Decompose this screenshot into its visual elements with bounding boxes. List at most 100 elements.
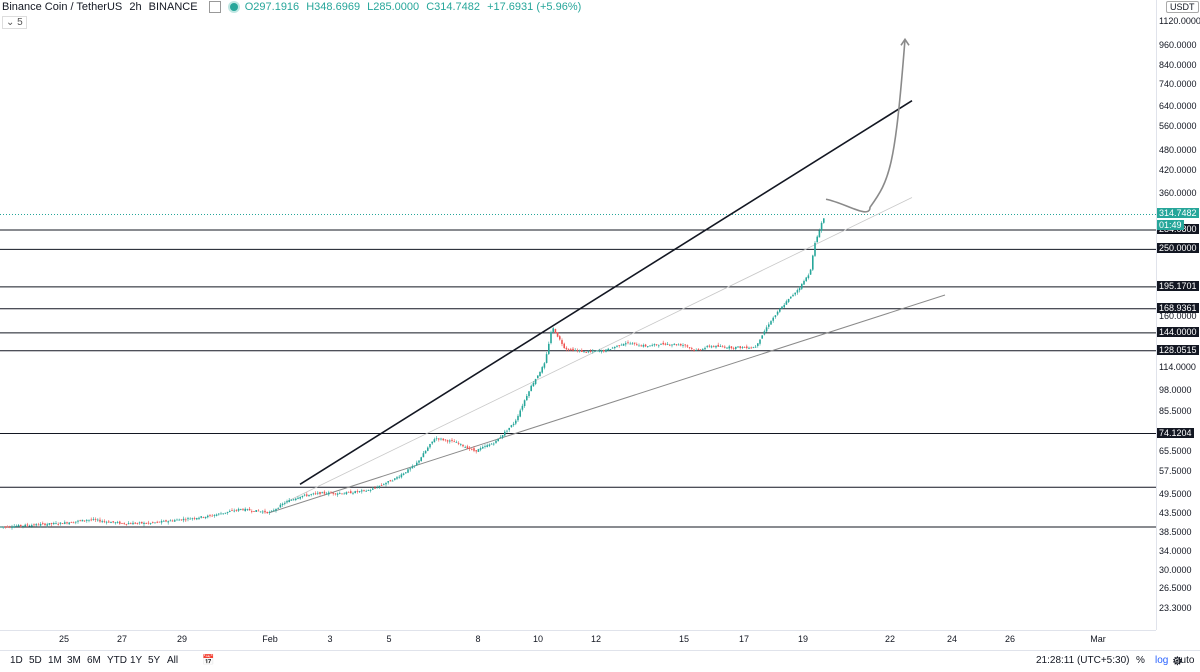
candle-body — [620, 344, 623, 346]
candle-body — [312, 493, 315, 495]
candle-body — [636, 344, 638, 346]
candle-body — [490, 443, 493, 445]
range-button-all[interactable]: All — [167, 655, 179, 666]
candle-body — [24, 524, 26, 527]
legend-symbol[interactable]: Binance Coin / TetherUS — [2, 1, 123, 13]
clock-readout[interactable]: 21:28:11 (UTC+5:30) — [1036, 655, 1130, 666]
candle-body — [273, 510, 275, 512]
candle-body — [508, 427, 510, 430]
candle-body — [325, 493, 328, 495]
level-price-tag: 74.1204 — [1157, 427, 1194, 438]
candle-body — [506, 430, 508, 432]
candle-body — [310, 494, 312, 496]
candle-body — [776, 311, 779, 315]
price-tick-label: 560.0000 — [1159, 121, 1197, 132]
projection-arrowhead — [900, 37, 910, 46]
range-button-1y[interactable]: 1Y — [130, 655, 143, 666]
candle-body — [682, 345, 684, 346]
candle-body — [473, 448, 475, 451]
candle-body — [53, 523, 55, 525]
candle-body — [220, 513, 222, 515]
percent-toggle[interactable]: % — [1136, 655, 1145, 666]
candle-body — [429, 444, 431, 448]
range-button-3m[interactable]: 3M — [67, 655, 81, 666]
candle-body — [770, 321, 772, 325]
candle-body — [563, 343, 565, 348]
time-tick-label: 22 — [884, 634, 896, 644]
candle-body — [644, 344, 647, 347]
currency-badge[interactable]: USDT — [1166, 1, 1199, 13]
candle-body — [138, 522, 141, 524]
candle-body — [486, 445, 488, 447]
candle-body — [550, 332, 552, 344]
candle-body — [468, 447, 471, 449]
candle-body — [28, 525, 31, 527]
candle-body — [202, 517, 205, 518]
candle-body — [405, 472, 407, 474]
candle-body — [453, 441, 455, 443]
range-button-5d[interactable]: 5D — [29, 655, 42, 666]
candle-body — [110, 522, 112, 524]
candle-body — [0, 526, 2, 528]
range-button-5y[interactable]: 5Y — [148, 655, 161, 666]
candle-body — [171, 520, 174, 522]
candle-body — [345, 492, 348, 495]
date-range-calendar-icon[interactable]: 📅 — [202, 655, 215, 666]
candle-body — [556, 332, 559, 337]
candle-body — [504, 431, 506, 436]
candle-body — [455, 442, 458, 443]
legend-interval[interactable]: 2h — [129, 1, 142, 13]
candle-body — [726, 347, 728, 349]
chart-area[interactable] — [0, 0, 1156, 630]
candle-body — [732, 347, 735, 349]
candle-body — [673, 343, 675, 345]
candle-body — [114, 522, 117, 524]
candle-body — [169, 520, 172, 522]
candle-body — [218, 513, 220, 515]
candle-body — [15, 525, 18, 527]
candle-body — [532, 383, 535, 387]
candle-body — [42, 523, 44, 525]
level-price-tag: 144.0000 — [1157, 326, 1199, 337]
chart-canvas[interactable] — [0, 0, 1156, 630]
candle-body — [156, 521, 158, 523]
candle-body — [103, 521, 106, 523]
candle-body — [352, 492, 354, 494]
range-button-ytd[interactable]: YTD — [107, 655, 127, 666]
candle-body — [805, 277, 807, 282]
candle-body — [530, 385, 532, 392]
candle-body — [545, 354, 548, 363]
hide-legend-icon[interactable] — [208, 1, 221, 14]
candle-body — [35, 524, 37, 526]
candle-body — [818, 230, 821, 238]
candle-body — [633, 342, 636, 344]
candle-body — [246, 509, 249, 510]
candle-body — [664, 343, 667, 345]
auto-toggle[interactable]: auto — [1175, 655, 1195, 666]
indicator-collapse-button[interactable]: ⌄ 5 — [2, 16, 27, 29]
price-axis[interactable] — [1156, 0, 1200, 630]
candle-body — [640, 345, 642, 347]
candle-body — [319, 491, 321, 495]
price-tick-label: 38.5000 — [1159, 526, 1192, 537]
range-button-1d[interactable]: 1D — [10, 655, 23, 666]
candle-body — [182, 518, 185, 521]
candle-body — [578, 350, 581, 352]
log-toggle[interactable]: log — [1155, 655, 1169, 666]
candle-body — [499, 437, 502, 439]
candle-body — [88, 519, 90, 521]
candle-body — [541, 367, 543, 373]
candle-body — [561, 340, 563, 344]
candle-body — [281, 503, 284, 505]
candle-body — [385, 482, 387, 485]
candle-body — [466, 446, 469, 449]
candle-body — [783, 304, 785, 308]
candle-body — [607, 348, 609, 351]
time-axis[interactable] — [0, 630, 1156, 649]
time-tick-label: 26 — [1004, 634, 1016, 644]
gear-icon[interactable]: ⚙ — [1172, 654, 1183, 668]
range-button-6m[interactable]: 6M — [87, 655, 101, 666]
bar-countdown-tag: 01:49 — [1157, 220, 1184, 231]
range-button-1m[interactable]: 1M — [48, 655, 62, 666]
price-tick-label: 360.0000 — [1159, 188, 1197, 199]
